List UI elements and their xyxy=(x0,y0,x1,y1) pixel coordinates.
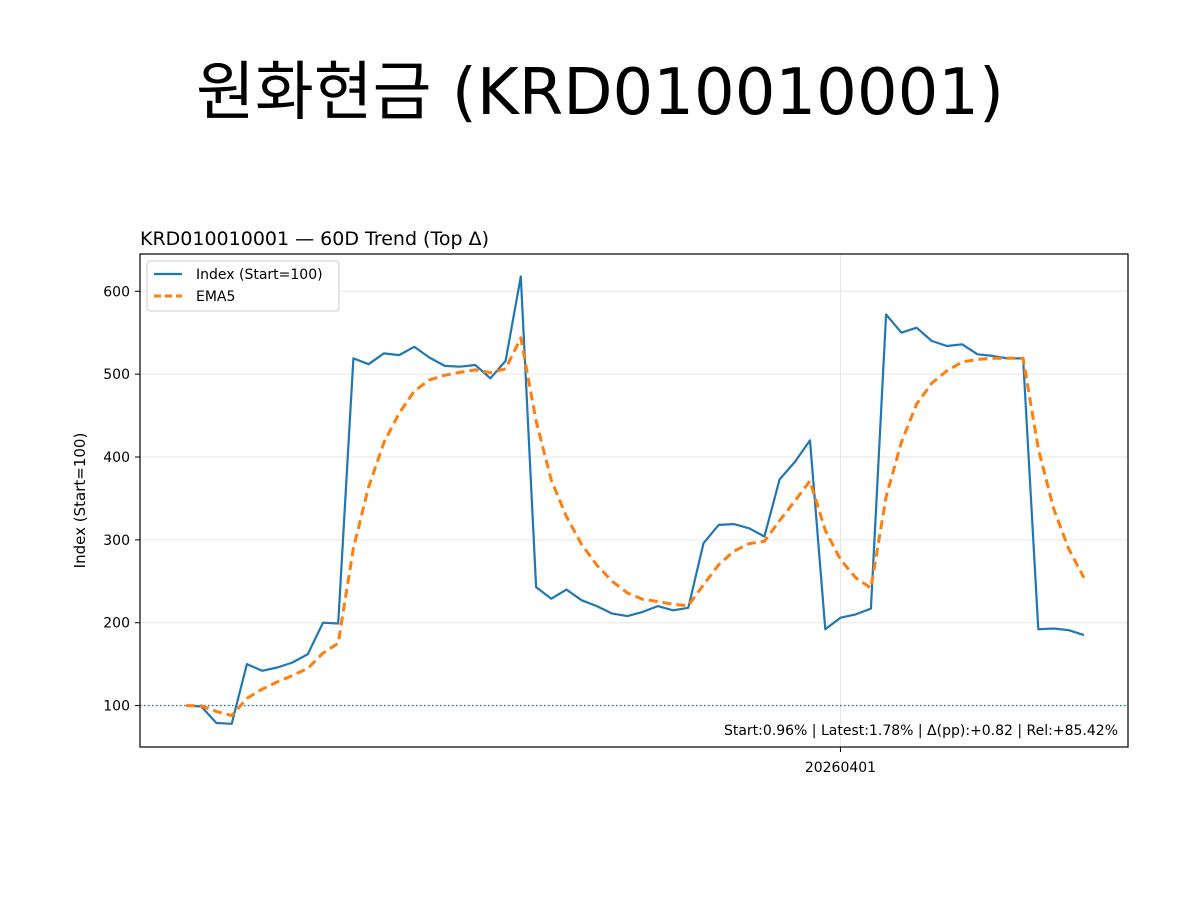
y-tick-label: 400 xyxy=(103,450,130,466)
x-axis: 20260401 xyxy=(805,747,876,776)
grid-lines xyxy=(140,254,1128,747)
y-tick-label: 100 xyxy=(103,699,130,715)
y-axis: 100 200 300 400 500 600 xyxy=(103,284,140,715)
y-tick-label: 600 xyxy=(103,284,130,300)
series-line-ema5 xyxy=(185,336,1086,718)
slide-title: 원화현금 (KRD010010001) xyxy=(196,56,1004,130)
series-lines xyxy=(185,275,1086,725)
legend-label: Index (Start=100) xyxy=(196,267,323,283)
y-tick-label: 300 xyxy=(103,533,130,549)
legend-label: EMA5 xyxy=(196,289,235,305)
y-tick-label: 500 xyxy=(103,367,130,383)
plot-area-frame xyxy=(139,253,1129,748)
y-axis-label: Index (Start=100) xyxy=(71,433,89,569)
legend-box xyxy=(146,260,340,312)
series-line-index xyxy=(185,275,1085,725)
legend: Index (Start=100) EMA5 xyxy=(146,260,340,312)
x-tick-label: 20260401 xyxy=(805,760,876,776)
stats-annotation: Start:0.96% | Latest:1.78% | Δ(pp):+0.82… xyxy=(724,723,1118,739)
chart-title: KRD010010001 — 60D Trend (Top Δ) xyxy=(140,228,489,250)
y-tick-label: 200 xyxy=(103,616,130,632)
